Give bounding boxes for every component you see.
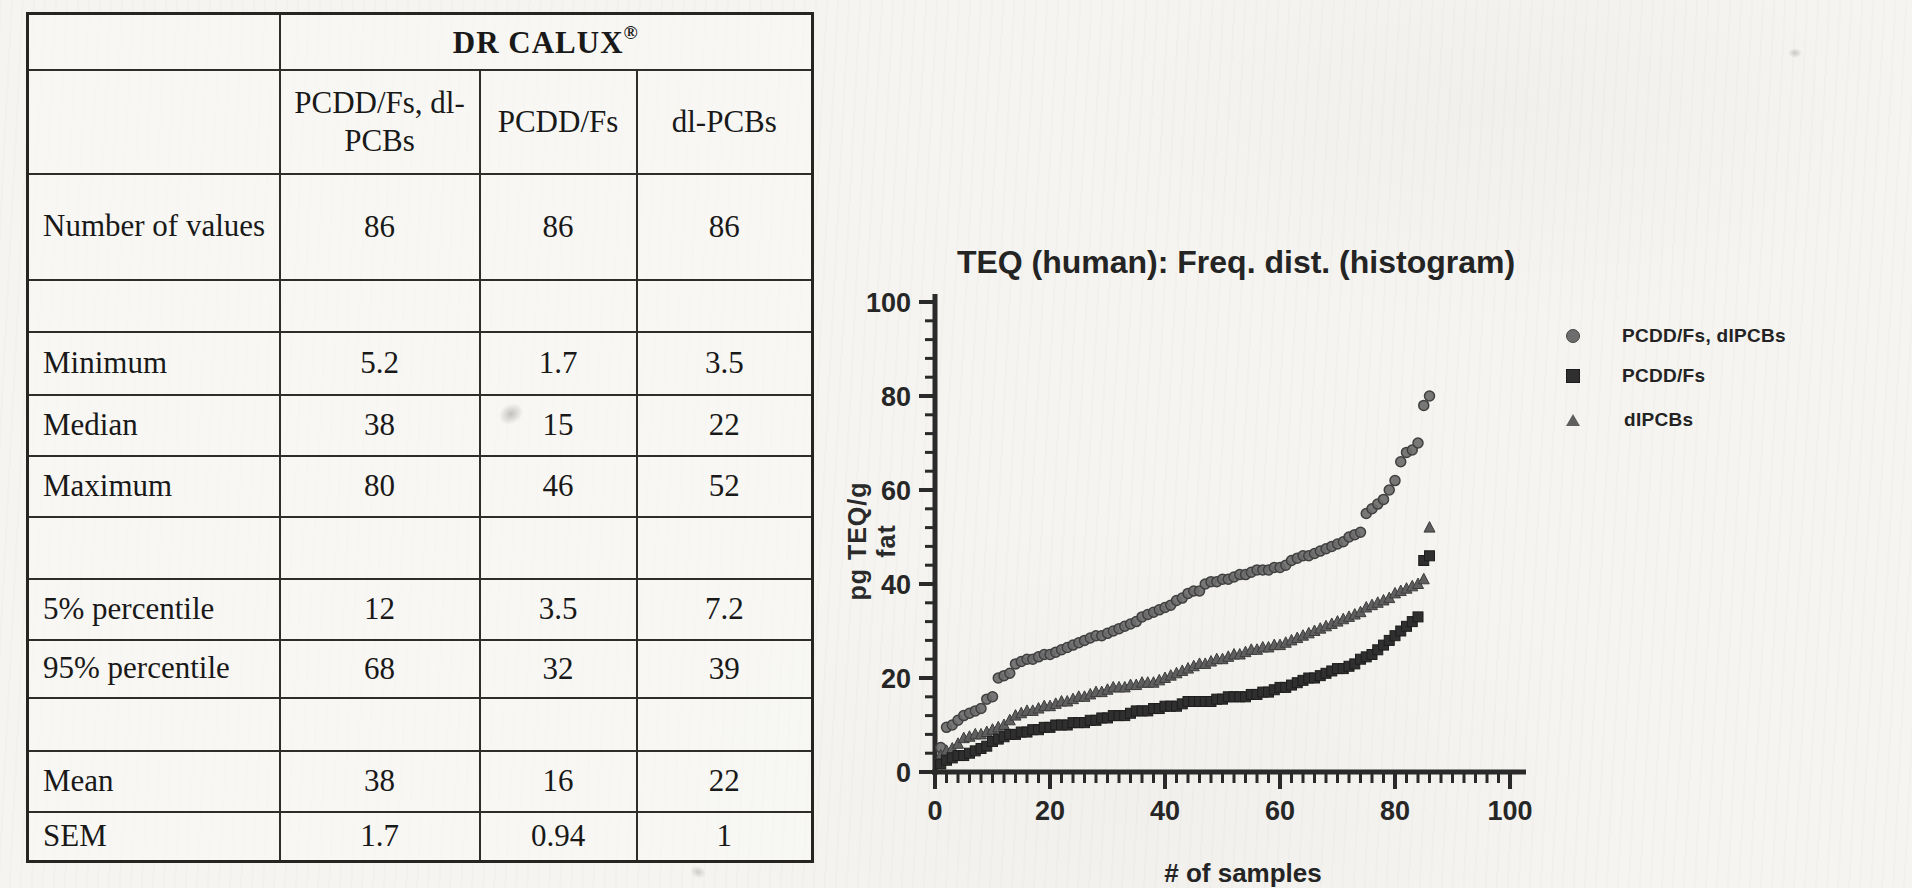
table-cell xyxy=(637,517,813,579)
table-cell: 1 xyxy=(637,812,813,862)
table-row: PCDD/Fs, dl-PCBs PCDD/Fs dl-PCBs xyxy=(28,70,813,174)
table-row: SEM 1.7 0.94 1 xyxy=(28,812,813,862)
svg-text:60: 60 xyxy=(1265,796,1295,826)
row-label: Number of values xyxy=(28,174,280,280)
table-cell xyxy=(637,280,813,332)
legend-label: PCDD/Fs, dIPCBs xyxy=(1622,325,1786,347)
table-cell: 1.7 xyxy=(280,812,480,862)
svg-text:60: 60 xyxy=(881,476,911,506)
table-cell xyxy=(480,698,637,751)
table-cell: 15 xyxy=(480,395,637,456)
row-label: SEM xyxy=(28,812,280,862)
table-cell: 0.94 xyxy=(480,812,637,862)
x-axis-label: # of samples xyxy=(1063,858,1423,888)
table-cell: 38 xyxy=(280,395,480,456)
scan-smudge xyxy=(688,864,707,881)
square-marker-icon xyxy=(1566,369,1580,383)
svg-text:40: 40 xyxy=(881,570,911,600)
table-cell: 86 xyxy=(637,174,813,280)
table-row xyxy=(28,280,813,332)
table-cell xyxy=(280,517,480,579)
row-label: Mean xyxy=(28,751,280,812)
column-header: PCDD/Fs xyxy=(480,70,637,174)
legend-item: PCDD/Fs, dIPCBs xyxy=(1560,316,1786,356)
svg-text:40: 40 xyxy=(1150,796,1180,826)
table-cell xyxy=(280,280,480,332)
table-row: Mean 38 16 22 xyxy=(28,751,813,812)
table-cell: 3.5 xyxy=(637,332,813,395)
table-cell xyxy=(480,280,637,332)
column-header: PCDD/Fs, dl-PCBs xyxy=(280,70,480,174)
table-cell: 7.2 xyxy=(637,579,813,640)
table-cell xyxy=(280,698,480,751)
table-cell: 12 xyxy=(280,579,480,640)
row-label xyxy=(28,517,280,579)
table-cell: 86 xyxy=(280,174,480,280)
row-label: Median xyxy=(28,395,280,456)
table-cell xyxy=(637,698,813,751)
legend-label: dIPCBs xyxy=(1624,409,1693,431)
scanned-document-page: { "table": { "title": "DR CALUX", "title… xyxy=(0,0,1912,888)
table-cell: 22 xyxy=(637,395,813,456)
legend-label: PCDD/Fs xyxy=(1622,365,1705,387)
table-cell: 80 xyxy=(280,456,480,517)
table-row: Minimum 5.2 1.7 3.5 xyxy=(28,332,813,395)
table-cell: 52 xyxy=(637,456,813,517)
row-label: Maximum xyxy=(28,456,280,517)
stats-table-wrap: DR CALUX® PCDD/Fs, dl-PCBs PCDD/Fs dl-PC… xyxy=(26,12,814,863)
table-cell: 68 xyxy=(280,640,480,698)
table-cell: 22 xyxy=(637,751,813,812)
row-label xyxy=(28,280,280,332)
table-row xyxy=(28,517,813,579)
column-header: dl-PCBs xyxy=(637,70,813,174)
table-cell xyxy=(480,517,637,579)
chart-legend: PCDD/Fs, dIPCBs PCDD/Fs dIPCBs xyxy=(1560,316,1786,440)
table-row: Median 38 15 22 xyxy=(28,395,813,456)
table-cell: 32 xyxy=(480,640,637,698)
svg-text:20: 20 xyxy=(1035,796,1065,826)
table-row: Number of values 86 86 86 xyxy=(28,174,813,280)
legend-item: PCDD/Fs xyxy=(1560,356,1786,396)
svg-text:0: 0 xyxy=(896,758,911,788)
scan-smudge xyxy=(1788,48,1802,58)
svg-text:0: 0 xyxy=(927,796,942,826)
table-cell: 16 xyxy=(480,751,637,812)
svg-text:100: 100 xyxy=(1487,796,1532,826)
circle-marker-icon xyxy=(1566,329,1580,343)
table-row: 95% percentile 68 32 39 xyxy=(28,640,813,698)
table-row: Maximum 80 46 52 xyxy=(28,456,813,517)
table-row: DR CALUX® xyxy=(28,14,813,70)
row-label: 95% percentile xyxy=(28,640,280,698)
table-cell xyxy=(28,14,280,70)
svg-text:80: 80 xyxy=(1380,796,1410,826)
table-cell: 86 xyxy=(480,174,637,280)
table-cell: 46 xyxy=(480,456,637,517)
table-row xyxy=(28,698,813,751)
table-title: DR CALUX xyxy=(453,25,624,60)
dr-calux-stats-table: DR CALUX® PCDD/Fs, dl-PCBs PCDD/Fs dl-PC… xyxy=(26,12,814,863)
row-label xyxy=(28,698,280,751)
triangle-marker-icon xyxy=(1566,414,1580,426)
svg-text:20: 20 xyxy=(881,664,911,694)
table-cell: 1.7 xyxy=(480,332,637,395)
svg-text:100: 100 xyxy=(866,288,911,318)
teq-frequency-distribution-chart: TEQ (human): Freq. dist. (histogram) pg … xyxy=(820,230,1912,888)
table-cell xyxy=(28,70,280,174)
table-cell: 5.2 xyxy=(280,332,480,395)
table-cell: 38 xyxy=(280,751,480,812)
table-row: 5% percentile 12 3.5 7.2 xyxy=(28,579,813,640)
table-title-cell: DR CALUX® xyxy=(280,14,813,70)
table-cell: 39 xyxy=(637,640,813,698)
row-label: 5% percentile xyxy=(28,579,280,640)
registered-trademark-symbol: ® xyxy=(624,22,639,43)
row-label: Minimum xyxy=(28,332,280,395)
table-cell: 3.5 xyxy=(480,579,637,640)
legend-item: dIPCBs xyxy=(1560,400,1786,440)
svg-text:80: 80 xyxy=(881,382,911,412)
